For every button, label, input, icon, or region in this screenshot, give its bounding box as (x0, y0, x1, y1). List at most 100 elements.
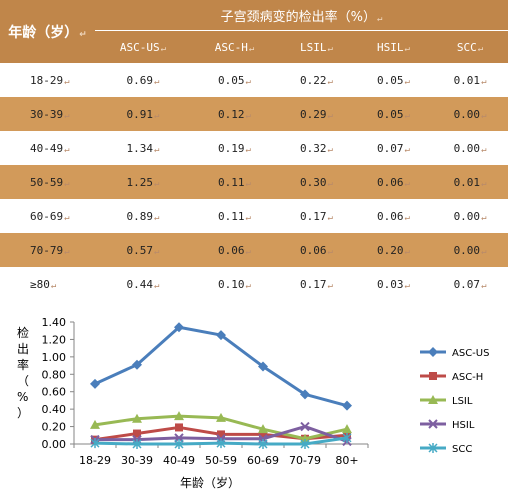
table-row: 40-49↵ 1.34↵ 0.19↵ 0.32↵ 0.07↵ 0.00↵ (0, 131, 508, 165)
rate-cell: 0.05↵ (218, 73, 251, 87)
x-tick-label: 70-79 (289, 454, 321, 467)
col-header-asc-us: ASC-US↵ (95, 30, 191, 63)
data-point (175, 423, 183, 432)
legend-item: HSIL (420, 419, 475, 431)
table-row: 60-69↵ 0.89↵ 0.11↵ 0.17↵ 0.06↵ 0.00↵ (0, 199, 508, 233)
legend-marker (428, 443, 438, 453)
legend-item: ASC-US (420, 347, 489, 359)
y-axis: 0.00 0.20 0.40 0.60 0.80 1.00 1.20 1.40 (42, 316, 75, 451)
data-point (216, 438, 226, 449)
age-cell: ≥80↵ (30, 277, 57, 291)
rate-cell: 0.00↵ (453, 209, 487, 223)
y-tick-label: 1.20 (42, 333, 67, 346)
legend-label: ASC-H (452, 372, 483, 383)
rate-cell: 0.05↵ (355, 97, 432, 131)
data-point (132, 439, 142, 449)
age-column-header: 年龄（岁）↵ (0, 0, 95, 63)
rate-cell: 0.19↵ (218, 141, 251, 155)
rate-cell: 0.00↵ (432, 97, 508, 131)
data-point (216, 412, 226, 422)
rate-cell: 0.01↵ (432, 165, 508, 199)
data-point (342, 424, 352, 434)
data-point (258, 424, 268, 434)
col-header-lsil: LSIL↵ (278, 30, 355, 63)
data-point (258, 439, 268, 449)
legend-marker (429, 372, 437, 380)
rate-cell: 0.91↵ (95, 97, 191, 131)
data-point (300, 421, 310, 432)
x-axis-title: 年龄（岁） (180, 475, 240, 490)
age-cell: 50-59↵ (0, 165, 95, 199)
data-point (133, 429, 141, 438)
table-header-row: 年龄（岁）↵ 子宫颈病变的检出率（%）↵ (0, 0, 508, 63)
age-cell: 30-39↵ (0, 97, 95, 131)
rate-cell: 0.44↵ (126, 277, 160, 291)
table-row: 70-79↵ 0.57↵ 0.06↵ 0.06↵ 0.20↵ 0.00↵ (0, 233, 508, 267)
rate-cell: 1.34↵ (126, 141, 160, 155)
rate-cell: 0.32↵ (300, 141, 333, 155)
rate-cell: 0.06↵ (355, 165, 432, 199)
rate-cell: 0.07↵ (377, 141, 410, 155)
legend-marker (428, 419, 438, 429)
data-point (174, 439, 184, 449)
legend-item: ASC-H (420, 372, 483, 383)
rate-cell: 0.11↵ (191, 165, 278, 199)
age-cell: 18-29↵ (30, 73, 70, 87)
y-axis-title: 检出率（%） (17, 325, 29, 420)
x-tick-label: 18-29 (79, 454, 111, 467)
y-tick-label: 0.60 (42, 386, 67, 399)
rate-cell: 0.30↵ (278, 165, 355, 199)
data-point (217, 430, 225, 439)
legend-label: LSIL (452, 396, 473, 407)
table-row: 30-39↵ 0.91↵ 0.12↵ 0.29↵ 0.05↵ 0.00↵ (0, 97, 508, 131)
series-scc (90, 432, 352, 449)
x-tick-label: 80+ (335, 454, 358, 467)
series-asc-us (90, 322, 352, 411)
legend-marker (428, 347, 438, 357)
legend-item: LSIL (420, 395, 473, 407)
col-header-hsil: HSIL↵ (355, 30, 432, 63)
rate-cell: 0.11↵ (218, 209, 251, 223)
data-point (132, 359, 142, 370)
legend-marker (428, 395, 438, 404)
rate-cell: 0.00↵ (453, 141, 487, 155)
data-point (90, 378, 100, 389)
col-header-scc: SCC↵ (432, 30, 508, 63)
plot-series (90, 322, 352, 449)
table-row: 18-29↵ 0.69↵ 0.05↵ 0.22↵ 0.05↵ 0.01↵ (0, 63, 508, 97)
detection-rate-line-chart: 0.00 0.20 0.40 0.60 0.80 1.00 1.20 1.40 18-29 30… (17, 316, 489, 490)
rate-cell: 0.06↵ (278, 233, 355, 267)
data-point (259, 430, 267, 439)
age-cell: 40-49↵ (30, 141, 70, 155)
table-row: 50-59↵ 1.25↵ 0.11↵ 0.30↵ 0.06↵ 0.01↵ (0, 165, 508, 199)
legend-item: SCC (420, 443, 472, 455)
rate-cell: 1.25↵ (95, 165, 191, 199)
data-point (174, 411, 184, 421)
table-subheader-row: ASC-US↵ ASC-H↵ LSIL↵ HSIL↵ SCC↵ (0, 30, 508, 63)
rate-cell: 0.03↵ (377, 277, 410, 291)
x-tick-label: 50-59 (205, 454, 237, 467)
rate-cell: 0.10↵ (218, 277, 251, 291)
rate-cell: 0.00↵ (432, 233, 508, 267)
age-cell: 60-69↵ (30, 209, 70, 223)
legend-label: SCC (452, 444, 472, 455)
rate-cell: 0.06↵ (377, 209, 410, 223)
legend: ASC-US ASC-H LSIL HSIL SCC (420, 347, 489, 455)
rate-cell: 0.06↵ (191, 233, 278, 267)
y-tick-label: 0.20 (42, 421, 67, 434)
rate-cell: 0.12↵ (191, 97, 278, 131)
rate-cell: 0.69↵ (126, 73, 160, 87)
y-tick-label: 0.80 (42, 368, 67, 381)
y-tick-label: 0.40 (42, 403, 67, 416)
data-point (300, 439, 310, 449)
data-point (342, 400, 352, 411)
rate-cell: 0.57↵ (95, 233, 191, 267)
rate-cell: 0.22↵ (300, 73, 333, 87)
rate-cell: 0.17↵ (300, 209, 333, 223)
rate-cell: 0.20↵ (355, 233, 432, 267)
col-header-asc-h: ASC-H↵ (191, 30, 278, 63)
data-point (216, 330, 226, 341)
legend-label: HSIL (452, 420, 475, 431)
y-tick-label: 0.00 (42, 438, 67, 451)
